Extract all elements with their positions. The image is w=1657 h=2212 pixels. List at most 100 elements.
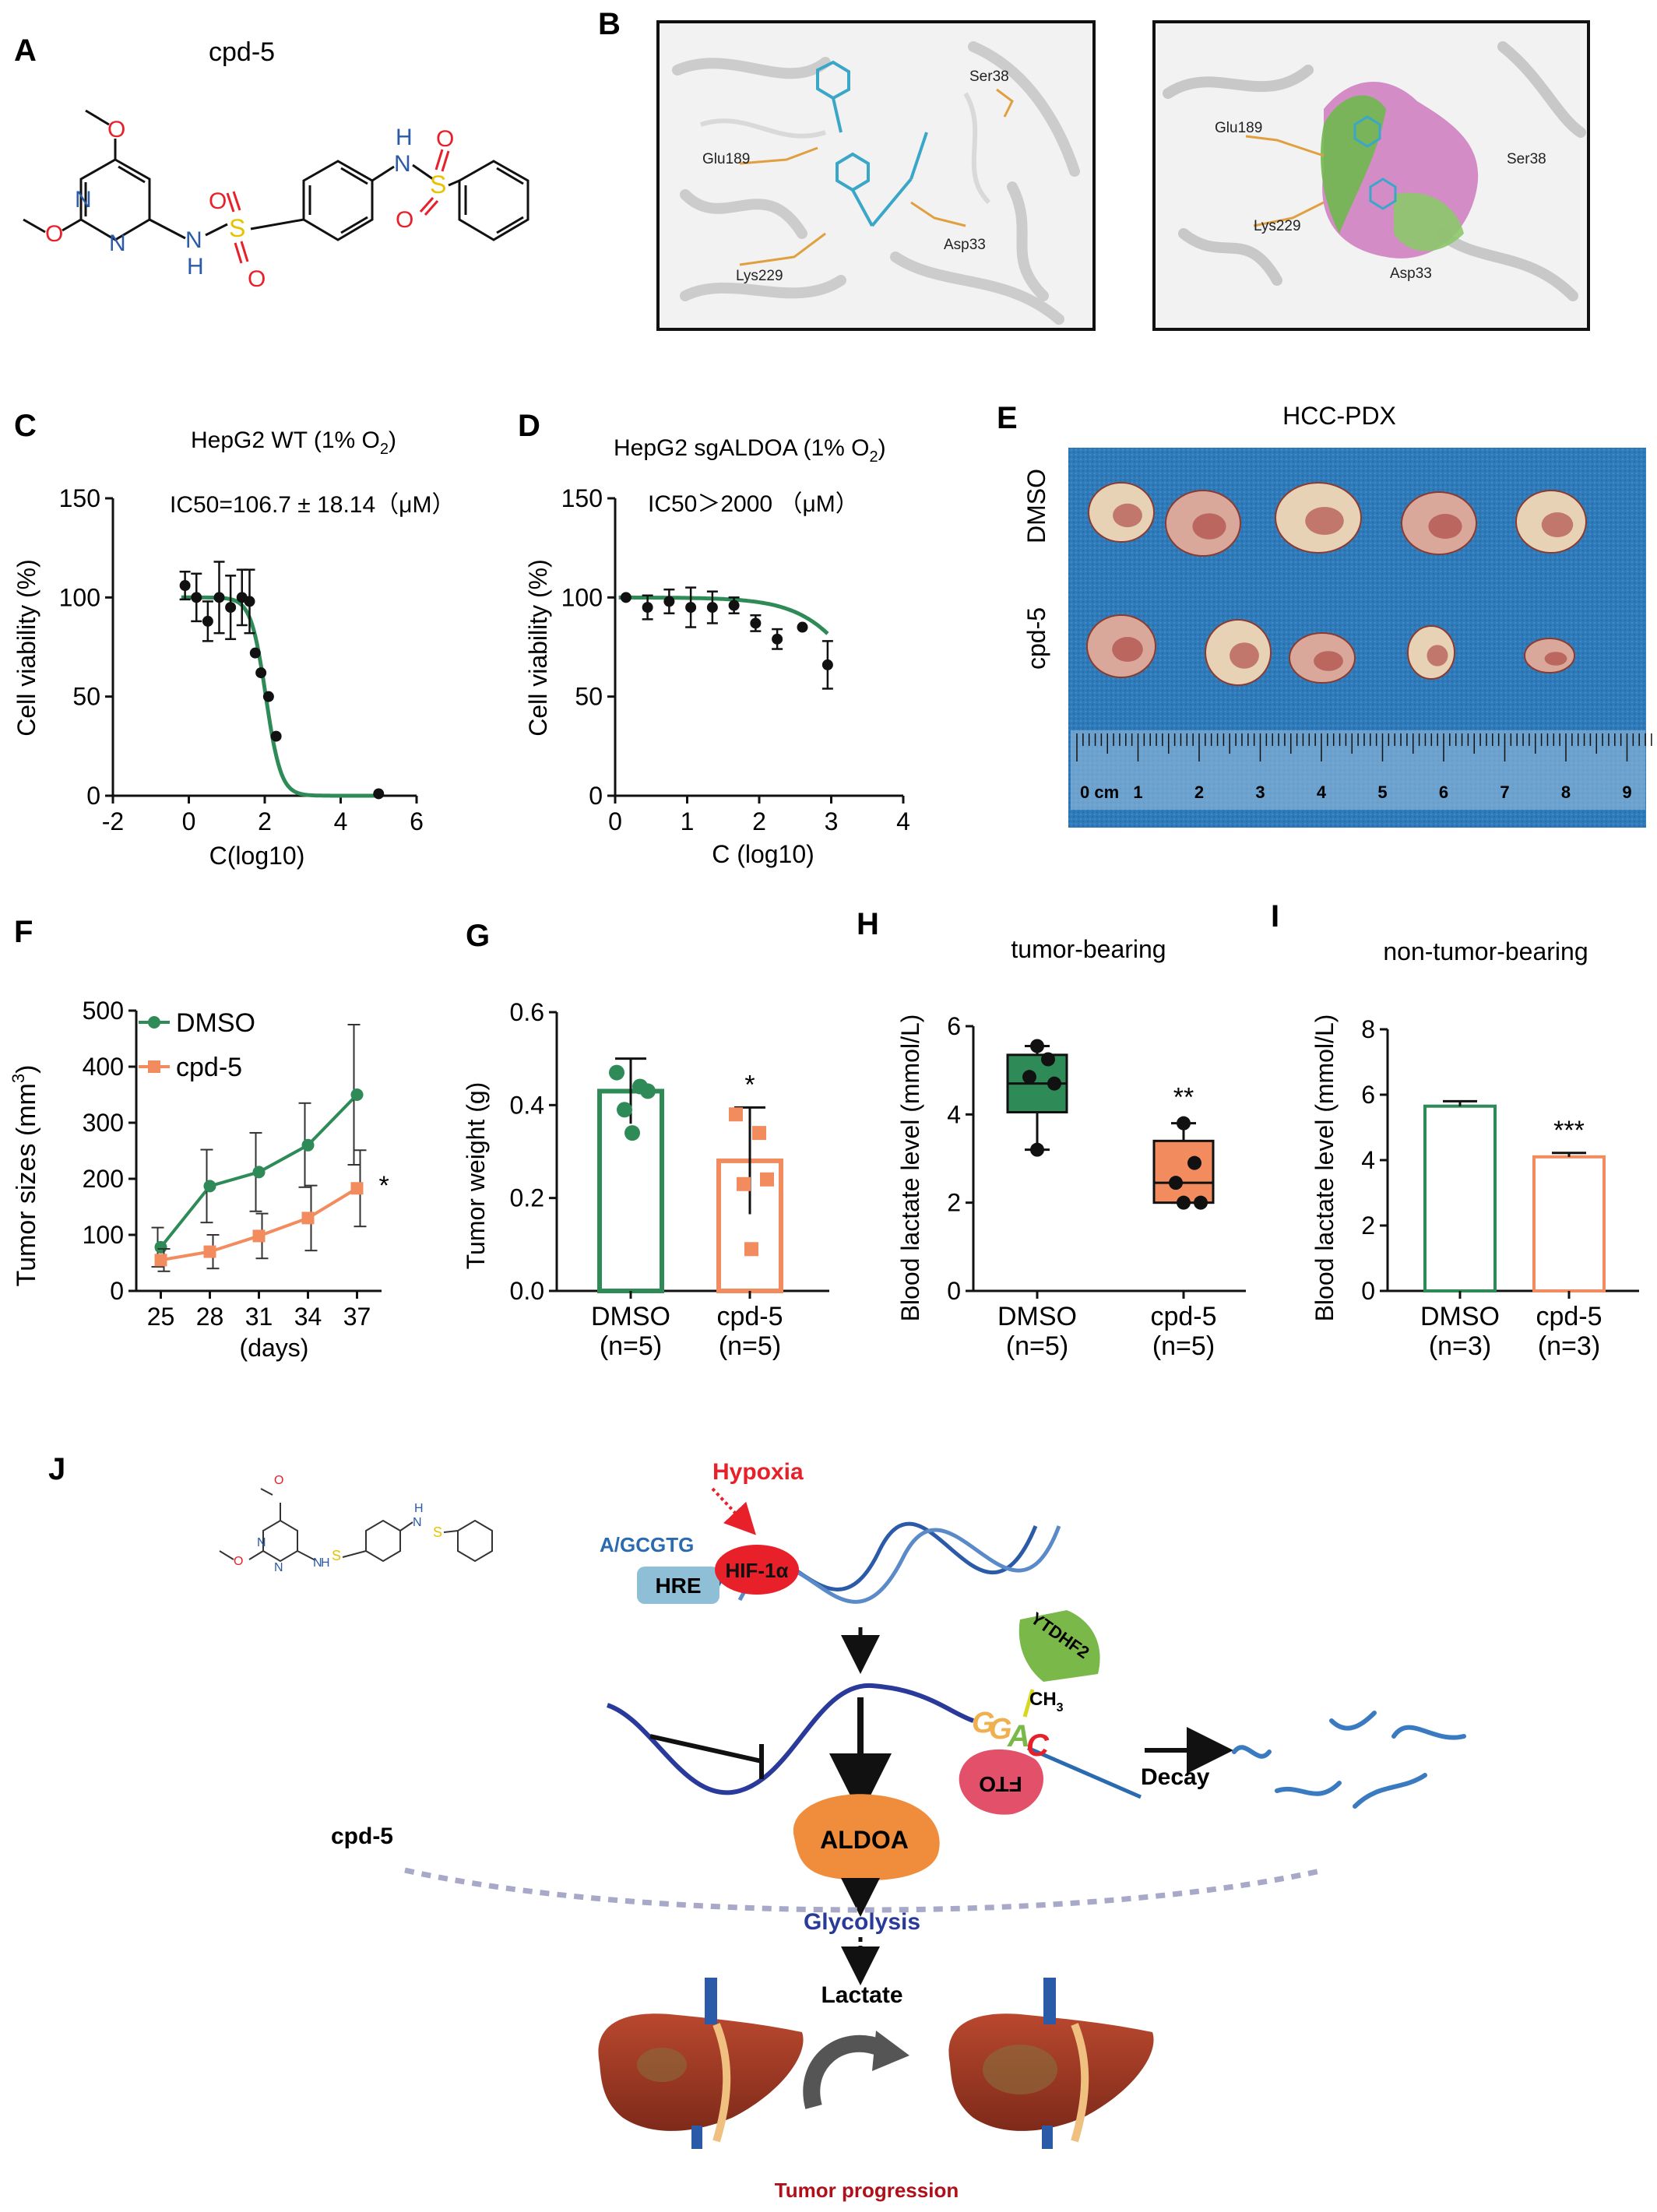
- aldoa-label: ALDOA: [820, 1826, 909, 1854]
- data-point: [244, 596, 255, 607]
- ruler-label: 7: [1500, 782, 1509, 802]
- y-tick-label: 0: [86, 782, 100, 810]
- legend-label-cpd5: cpd-5: [176, 1053, 242, 1082]
- data-point: [760, 1172, 774, 1187]
- cpd5-label: cpd-5: [331, 1823, 393, 1849]
- atom-o: O: [396, 207, 413, 233]
- data-point: [640, 1083, 656, 1099]
- y-tick-label: 0.2: [510, 1184, 544, 1212]
- data-point: [1022, 1070, 1036, 1085]
- chart-d-ylabel: Cell viability (%): [524, 559, 552, 737]
- data-point: [350, 1088, 364, 1101]
- x-tick-label: 1: [681, 807, 695, 835]
- row-label-cpd5: cpd-5: [1022, 607, 1050, 670]
- panel-label-h: H: [857, 907, 879, 941]
- residue-label: Lys229: [1254, 218, 1301, 234]
- tumor-hemorrhage: [1314, 651, 1343, 671]
- mrna-strand: [606, 1683, 974, 1795]
- chart-c-title: HepG2 WT (1% O2): [191, 427, 396, 458]
- data-point: [179, 580, 191, 592]
- data-point: [202, 615, 213, 627]
- ruler-label: 8: [1561, 782, 1571, 802]
- data-point: [350, 1182, 364, 1195]
- data-point: [750, 617, 762, 629]
- hypoxia-arrow: [711, 1487, 756, 1535]
- atom-h: H: [414, 1502, 424, 1515]
- atom-n: N: [274, 1561, 283, 1574]
- tumor-hemorrhage: [1192, 513, 1226, 540]
- panel-label-e: E: [997, 401, 1018, 435]
- panel-j-diagram: Hypoxia A/GCGTG HRE HIF-1α G G A C CH3 Y…: [219, 1459, 1466, 2202]
- data-point: [255, 667, 267, 679]
- data-point: [685, 602, 697, 614]
- residue-label: Glu189: [702, 151, 750, 167]
- x-tick-label: 6: [410, 807, 424, 835]
- data-point: [1030, 1039, 1044, 1053]
- data-point: [203, 1245, 216, 1258]
- ruler-label: 0 cm: [1080, 782, 1119, 802]
- data-point: [1041, 1052, 1055, 1067]
- tumor-hemorrhage: [1112, 637, 1143, 662]
- y-tick-label: 6: [1361, 1081, 1375, 1109]
- data-point: [191, 592, 202, 603]
- data-point: [252, 1166, 266, 1179]
- bar: [1423, 1104, 1497, 1292]
- data-point: [752, 1126, 766, 1141]
- significance-star: ***: [1553, 1116, 1585, 1145]
- panel-label-a: A: [14, 33, 37, 68]
- panel-label-f: F: [14, 915, 33, 949]
- fto-label: FTO: [979, 1772, 1022, 1796]
- category-n-label: (n=5): [719, 1331, 781, 1361]
- x-tick-label: 28: [196, 1303, 224, 1331]
- category-n-label: (n=5): [600, 1331, 662, 1361]
- data-point: [772, 633, 783, 645]
- data-point: [624, 1125, 640, 1141]
- chart-f-xlabel: (days): [240, 1334, 309, 1362]
- tumor-hemorrhage: [1427, 645, 1448, 666]
- chart-c-ylabel: Cell viability (%): [12, 559, 40, 737]
- y-tick-label: 2: [1361, 1212, 1375, 1240]
- hypoxia-label: Hypoxia: [712, 1459, 804, 1485]
- panel-b-docking-left: Ser38 Glu189 Lys229 Asp33: [656, 20, 1096, 331]
- data-point: [1177, 1195, 1191, 1210]
- atom-o: O: [436, 126, 454, 152]
- panel-a-structure: cpd-5: [23, 37, 529, 292]
- hre-sequence: A/GCGTG: [600, 1533, 694, 1556]
- ch3-label: CH3: [1029, 1689, 1064, 1714]
- significance-star: **: [1173, 1083, 1194, 1113]
- atom-n: N: [75, 187, 92, 213]
- legend-marker-dmso: [148, 1016, 160, 1029]
- box: [1152, 1139, 1215, 1204]
- data-point: [225, 602, 237, 614]
- legend-marker-cpd5: [148, 1060, 160, 1073]
- fto-protein: [959, 1749, 1043, 1815]
- lactate-label: Lactate: [821, 1982, 902, 2008]
- chart-g: Tumor weight (g) 0.00.20.40.6DMSO(n=5)cp…: [462, 998, 829, 1361]
- data-point: [706, 602, 718, 614]
- y-tick-label: 100: [561, 583, 603, 611]
- inhibition-line: [649, 1734, 762, 1764]
- chart-h-ylabel: Blood lactate level (mmol/L): [896, 1015, 924, 1322]
- m6a-letter-a: A: [1007, 1719, 1030, 1753]
- atom-s: S: [229, 214, 245, 242]
- m6a-letter-g: G: [989, 1713, 1012, 1746]
- fit-curve: [181, 595, 379, 798]
- atom-o: O: [45, 221, 63, 247]
- x-tick-label: -2: [102, 807, 124, 835]
- x-tick-label: 2: [752, 807, 766, 835]
- data-point: [737, 1176, 751, 1191]
- tumor-progression-label: Tumor progression: [775, 2179, 959, 2202]
- residue-label: Asp33: [1390, 266, 1432, 282]
- tumor-hemorrhage: [1230, 642, 1259, 669]
- glycolysis-label: Glycolysis: [804, 1909, 920, 1935]
- data-point: [744, 1242, 758, 1257]
- panel-label-i: I: [1271, 899, 1279, 934]
- panel-b-docking-right: Glu189 Ser38 Lys229 Asp33: [1152, 20, 1590, 331]
- residue-label: Ser38: [1507, 151, 1546, 167]
- atom-o: O: [234, 1555, 243, 1568]
- hre-label: HRE: [655, 1574, 701, 1598]
- atom-h: H: [396, 125, 413, 150]
- ruler-label: 1: [1133, 782, 1142, 802]
- data-point: [249, 647, 261, 659]
